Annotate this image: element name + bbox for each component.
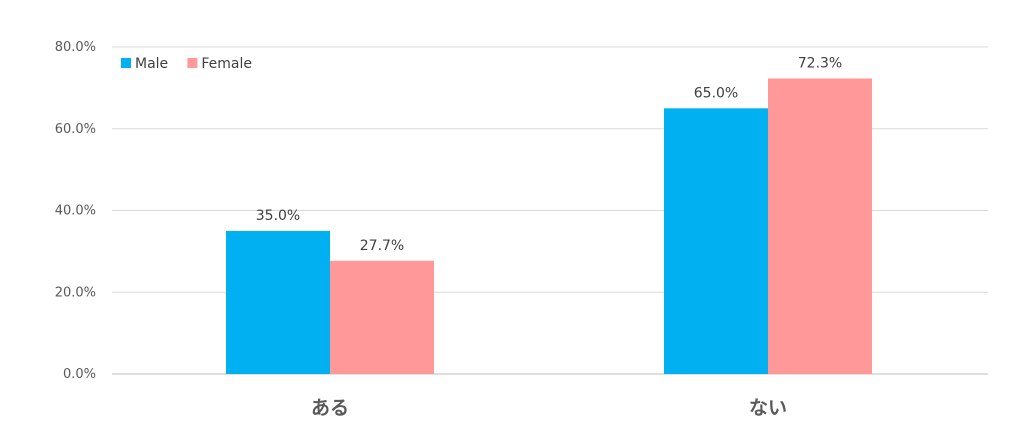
category-label: ない xyxy=(749,397,787,419)
y-tick-label: 80.0% xyxy=(55,40,96,55)
data-label-female-1: 72.3% xyxy=(798,55,842,71)
y-axis-ticks: 0.0% 20.0% 40.0% 60.0% 80.0% xyxy=(55,40,96,382)
y-tick-label: 60.0% xyxy=(55,122,96,137)
bar-male-0 xyxy=(226,230,330,374)
legend-label-male: Male xyxy=(135,56,168,72)
y-tick-label: 20.0% xyxy=(55,285,96,300)
legend-label-female: Female xyxy=(201,56,252,72)
x-axis-categories: ある ない xyxy=(311,397,787,419)
data-label-male-0: 35.0% xyxy=(256,208,300,224)
y-tick-label: 0.0% xyxy=(63,367,96,382)
category-label: ある xyxy=(311,397,349,419)
bar-female-1 xyxy=(768,78,872,374)
legend-swatch-female xyxy=(187,58,198,68)
bar-male-1 xyxy=(664,108,768,374)
bars xyxy=(226,78,872,374)
legend: Male Female xyxy=(121,56,252,72)
bar-female-0 xyxy=(330,260,434,374)
data-label-male-1: 65.0% xyxy=(694,85,738,101)
data-labels: 35.0% 27.7% 65.0% 72.3% xyxy=(256,55,842,253)
y-tick-label: 40.0% xyxy=(55,204,96,219)
legend-swatch-male xyxy=(121,58,131,68)
data-label-female-0: 27.7% xyxy=(360,238,404,254)
